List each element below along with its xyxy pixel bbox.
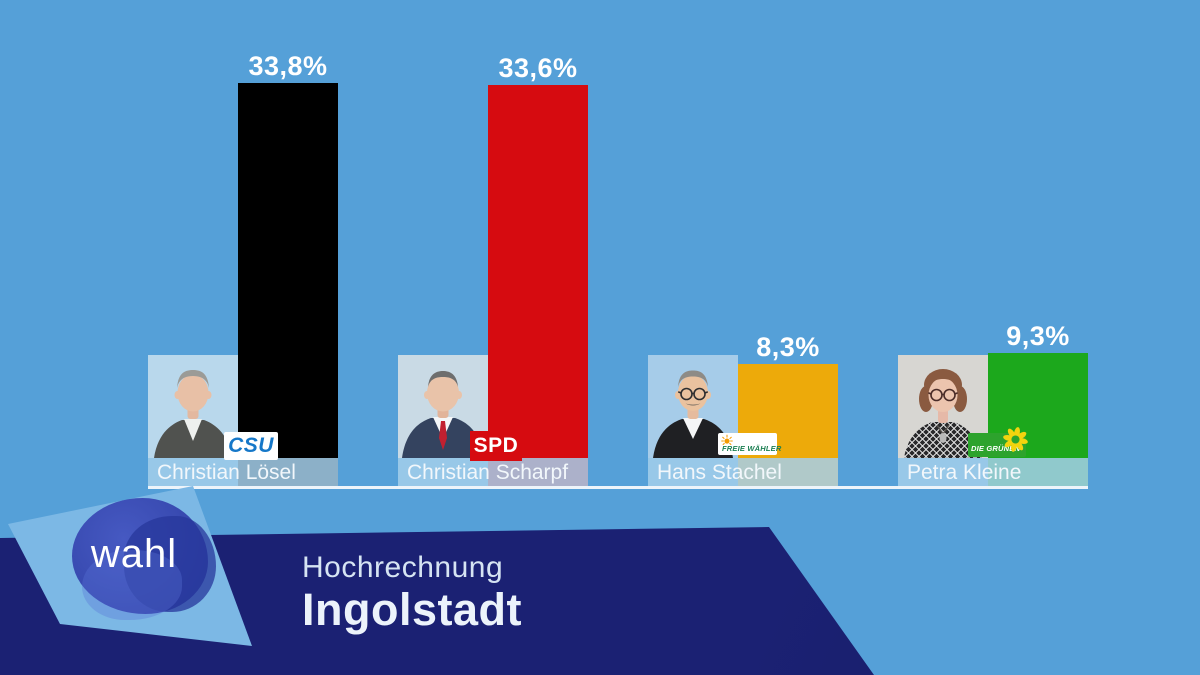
candidate-portrait-placeholder bbox=[648, 355, 738, 458]
wahl-logo-text: wahl bbox=[90, 531, 178, 576]
value-label: 8,3% bbox=[756, 332, 820, 362]
candidate-name-plate: Hans Stachel bbox=[648, 458, 838, 487]
glasses-icon bbox=[677, 387, 709, 401]
value-label: 33,8% bbox=[248, 51, 328, 81]
chart-baseline bbox=[148, 486, 1088, 489]
candidate-photo-stachel bbox=[648, 355, 738, 458]
party-logo-spd: SPD bbox=[470, 431, 522, 461]
party-logo-fw-text: FREIE WÄHLER bbox=[722, 444, 782, 453]
result-bar-spd bbox=[488, 85, 588, 487]
sun-icon bbox=[721, 434, 733, 445]
glasses-icon bbox=[928, 388, 958, 402]
candidate-unit-kleine: 9,3% bbox=[898, 0, 1088, 675]
party-logo-csu: CSU bbox=[224, 432, 278, 460]
wahl-logo-blob bbox=[72, 498, 216, 620]
party-logo-freie-waehler: FREIE WÄHLER bbox=[718, 433, 781, 455]
result-bar-csu bbox=[238, 83, 338, 487]
candidate-portrait-placeholder bbox=[148, 355, 238, 458]
candidate-unit-stachel: 8,3% Hans Stachel bbox=[648, 0, 838, 675]
sunflower-icon bbox=[1003, 427, 1028, 452]
party-logo-spd-text: SPD bbox=[473, 434, 519, 457]
value-label: 9,3% bbox=[1006, 321, 1070, 351]
candidate-name-plate: Petra Kleine bbox=[898, 458, 1088, 487]
party-logo-csu-text: CSU bbox=[228, 434, 274, 457]
banner-kicker: Hochrechnung bbox=[302, 551, 504, 584]
candidate-unit-loesel: 33,8% Christian Lösel CSU bbox=[148, 0, 338, 675]
candidate-name-plate: Christian Scharpf bbox=[398, 458, 588, 487]
candidate-photo-loesel bbox=[148, 355, 238, 458]
party-logo-gruene-text: DIE GRÜNEN bbox=[971, 444, 1021, 453]
candidate-unit-scharpf: 33,6% Christian Scharpf SPD bbox=[398, 0, 588, 675]
value-label: 33,6% bbox=[498, 53, 578, 83]
candidate-name-plate: Christian Lösel bbox=[148, 458, 338, 487]
banner-title: Ingolstadt bbox=[302, 584, 522, 635]
